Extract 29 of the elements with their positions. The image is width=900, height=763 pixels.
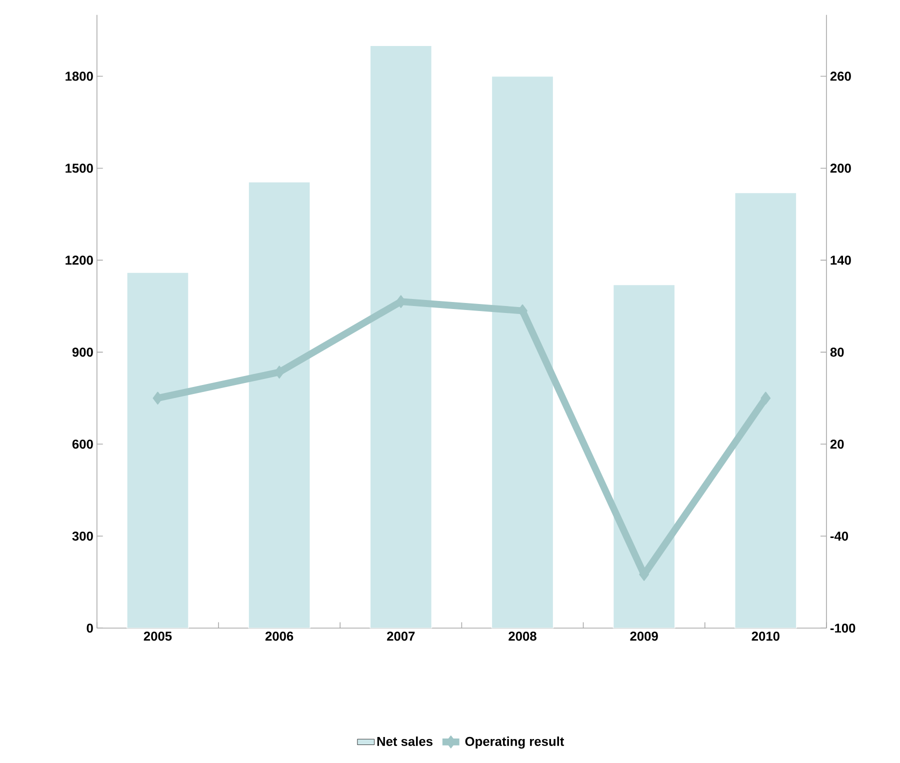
bar (248, 181, 311, 628)
y2-tick-label: -100 (830, 623, 856, 633)
bar (491, 76, 554, 628)
x-tick-label: 2007 (387, 631, 415, 641)
y-tick-label: 0 (86, 623, 93, 633)
x-tick-label: 2009 (630, 631, 658, 641)
y-tick-label: 600 (72, 439, 93, 449)
x-tick-label: 2006 (265, 631, 294, 641)
y-tick-label: 300 (72, 531, 93, 541)
y2-tick-label: 20 (830, 439, 844, 449)
legend-label: Operating result (465, 736, 564, 748)
y2-tick-label: 140 (830, 255, 851, 265)
x-tick-label: 2005 (144, 631, 172, 641)
x-tick-label: 2010 (752, 631, 780, 641)
bar (126, 272, 189, 628)
legend-label: Net sales (377, 736, 432, 746)
y2-tick-label: 260 (830, 72, 851, 81)
y2-tick-label: -40 (830, 531, 848, 541)
point (760, 392, 771, 404)
y-tick-label: 1800 (66, 72, 93, 81)
bar (734, 192, 797, 628)
y2-tick-label: 80 (830, 347, 844, 357)
bar (370, 45, 432, 628)
x-tick-label: 2008 (508, 631, 536, 641)
bar (612, 284, 676, 628)
y2-tick-label: 200 (830, 164, 851, 173)
y-tick-label: 1200 (66, 255, 93, 265)
y-tick-label: 1500 (66, 164, 93, 173)
y-tick-label: 900 (72, 347, 93, 357)
